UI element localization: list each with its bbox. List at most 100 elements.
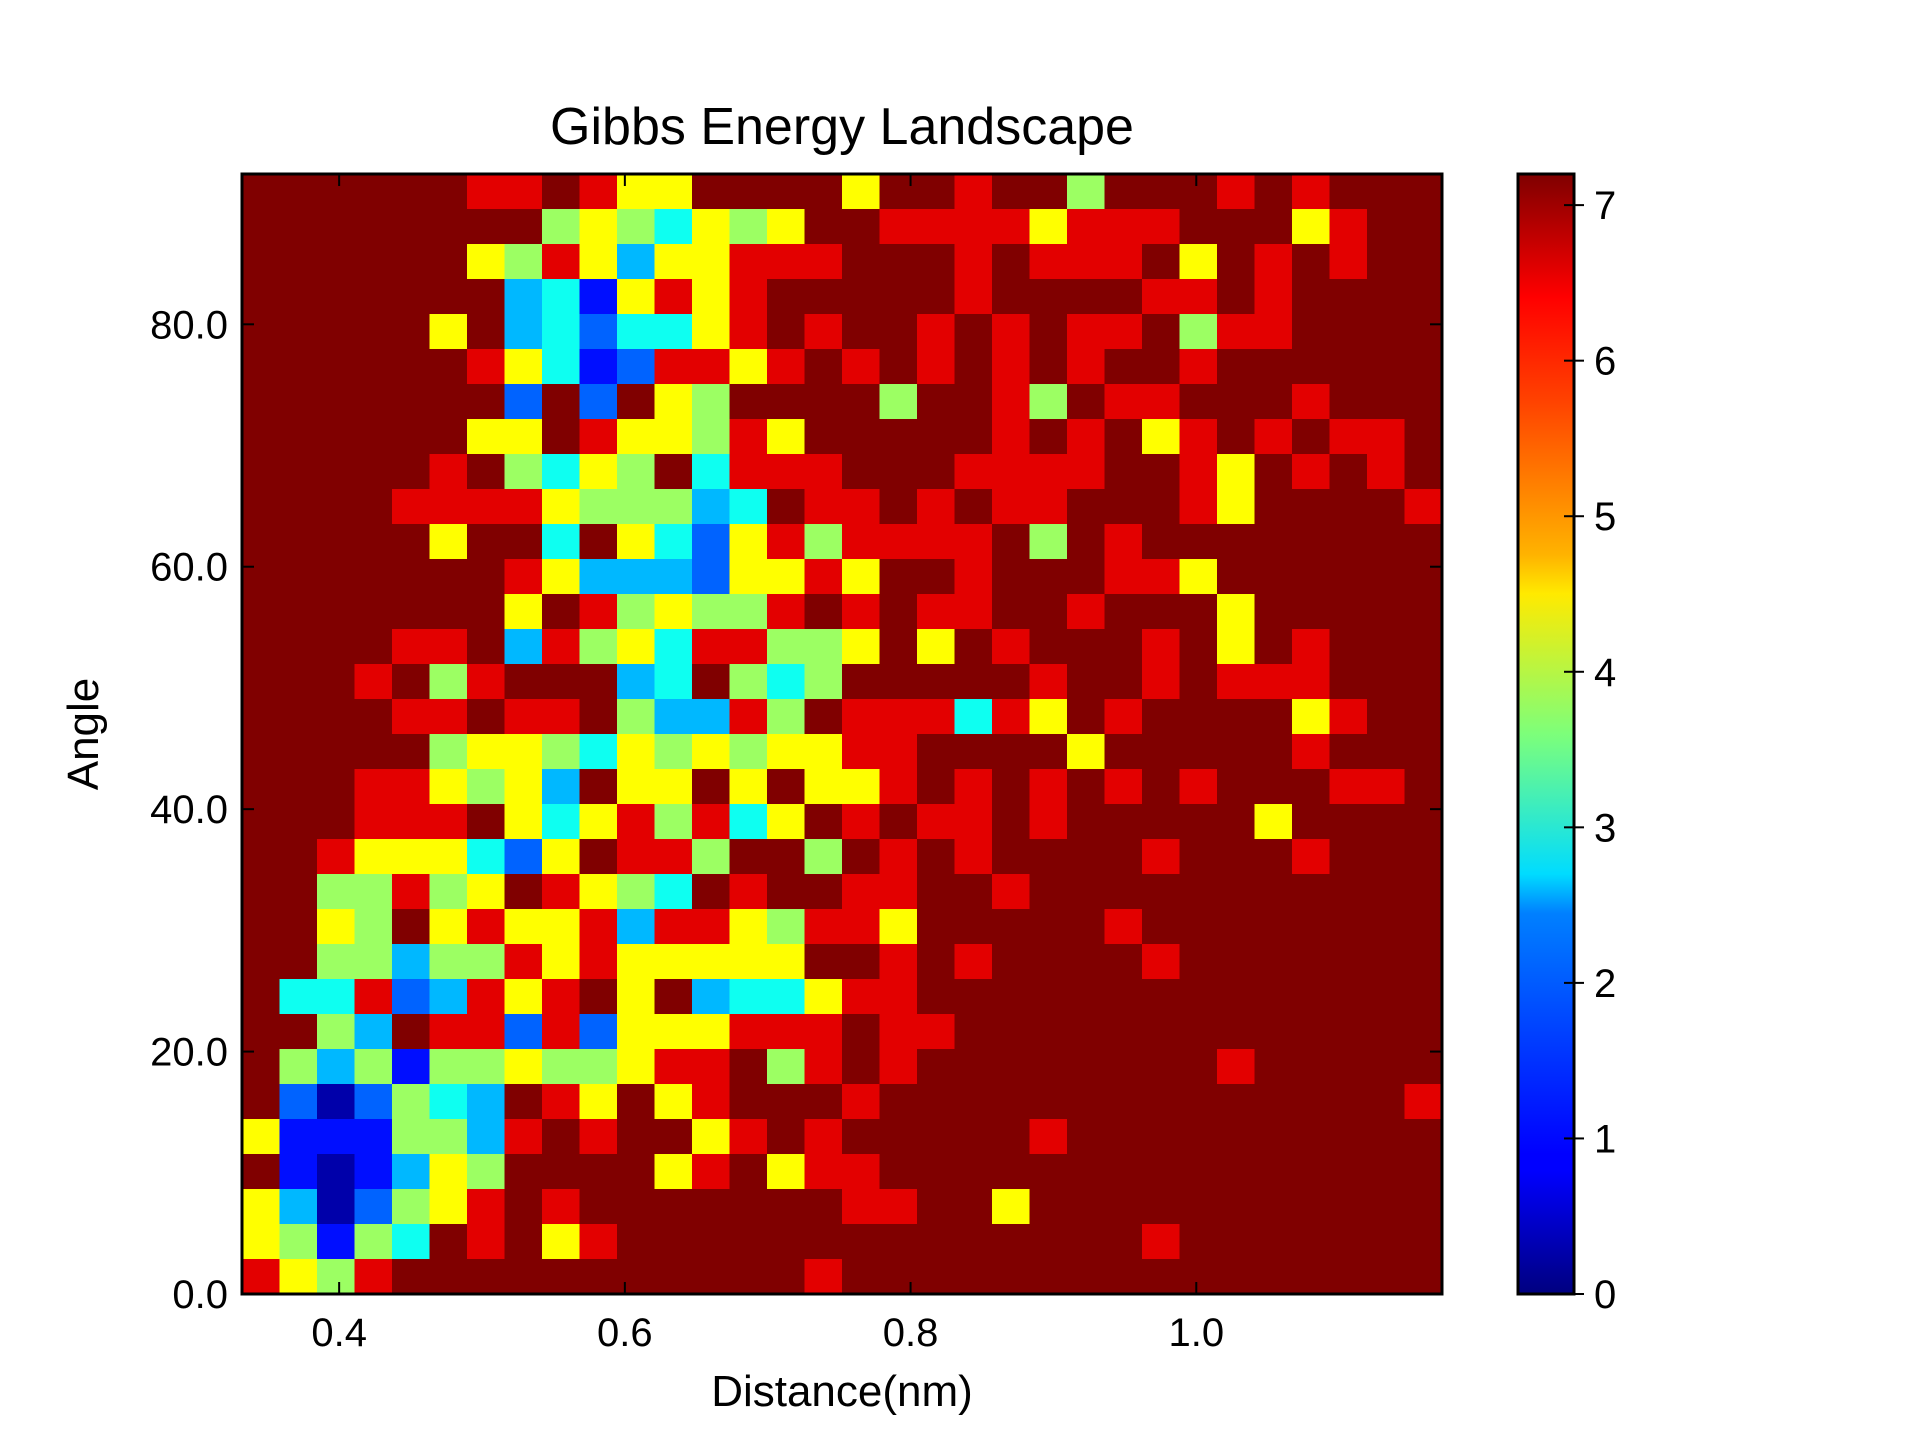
heatmap-cell bbox=[1329, 1119, 1368, 1155]
heatmap-cell bbox=[804, 314, 843, 350]
heatmap-cell bbox=[804, 804, 843, 840]
heatmap-cell bbox=[1029, 804, 1068, 840]
heatmap-cell bbox=[1329, 1154, 1368, 1190]
heatmap-cell bbox=[917, 454, 956, 490]
heatmap-cell bbox=[579, 384, 618, 420]
heatmap-cell bbox=[317, 1084, 356, 1120]
heatmap-cell bbox=[317, 1154, 356, 1190]
heatmap-cell bbox=[354, 979, 393, 1015]
heatmap-cell bbox=[1104, 629, 1143, 665]
heatmap-cell bbox=[429, 629, 468, 665]
heatmap-cell bbox=[992, 244, 1031, 280]
heatmap-cell bbox=[879, 1014, 918, 1050]
heatmap-cell bbox=[917, 979, 956, 1015]
heatmap-cell bbox=[1104, 839, 1143, 875]
heatmap-cell bbox=[654, 349, 693, 385]
heatmap-cell bbox=[467, 419, 506, 455]
heatmap-cell bbox=[842, 944, 881, 980]
heatmap-cell bbox=[1104, 1189, 1143, 1225]
heatmap-cell bbox=[692, 384, 731, 420]
heatmap-cell bbox=[1404, 839, 1442, 875]
heatmap-cell bbox=[654, 1084, 693, 1120]
heatmap-cell bbox=[542, 804, 581, 840]
heatmap-cell bbox=[842, 804, 881, 840]
heatmap-cell bbox=[242, 1119, 281, 1155]
heatmap-cell bbox=[429, 314, 468, 350]
heatmap-cell bbox=[1067, 559, 1106, 595]
heatmap-cell bbox=[317, 314, 356, 350]
heatmap-cell bbox=[767, 419, 806, 455]
heatmap-cell bbox=[429, 174, 468, 210]
heatmap-cell bbox=[1104, 174, 1143, 210]
heatmap-cell bbox=[992, 699, 1031, 735]
heatmap-cell bbox=[879, 594, 918, 630]
heatmap-cell bbox=[804, 1224, 843, 1260]
heatmap-cell bbox=[1292, 349, 1331, 385]
heatmap-cell bbox=[1104, 979, 1143, 1015]
heatmap-cell bbox=[654, 489, 693, 525]
heatmap-cell bbox=[1217, 804, 1256, 840]
heatmap-cell bbox=[917, 839, 956, 875]
heatmap-cell bbox=[842, 1189, 881, 1225]
heatmap-cell bbox=[954, 1259, 993, 1294]
heatmap-cell bbox=[1292, 734, 1331, 770]
heatmap-cell bbox=[504, 734, 543, 770]
heatmap-cell bbox=[1067, 804, 1106, 840]
heatmap-cell bbox=[1142, 524, 1181, 560]
heatmap-cell bbox=[354, 419, 393, 455]
heatmap-cell bbox=[1292, 384, 1331, 420]
heatmap-cell bbox=[1142, 1154, 1181, 1190]
heatmap-cell bbox=[954, 524, 993, 560]
heatmap-cell bbox=[1367, 1224, 1406, 1260]
heatmap-cell bbox=[842, 1084, 881, 1120]
heatmap-cell bbox=[542, 734, 581, 770]
heatmap-cell bbox=[1104, 279, 1143, 315]
heatmap-cell bbox=[392, 244, 431, 280]
heatmap-cell bbox=[279, 594, 318, 630]
heatmap-cell bbox=[1254, 839, 1293, 875]
heatmap-cell bbox=[504, 524, 543, 560]
heatmap-cell bbox=[729, 944, 768, 980]
heatmap-cell bbox=[1142, 979, 1181, 1015]
heatmap-cell bbox=[1179, 734, 1218, 770]
heatmap-cell bbox=[992, 559, 1031, 595]
heatmap-cell bbox=[579, 1084, 618, 1120]
heatmap-cell bbox=[954, 804, 993, 840]
heatmap-cell bbox=[1404, 874, 1442, 910]
heatmap-cell bbox=[1029, 874, 1068, 910]
heatmap-cell bbox=[654, 664, 693, 700]
heatmap-cell bbox=[242, 594, 281, 630]
heatmap-cell bbox=[1179, 1259, 1218, 1294]
heatmap-cell bbox=[1292, 874, 1331, 910]
heatmap-cell bbox=[1067, 909, 1106, 945]
heatmap-cell bbox=[1404, 419, 1442, 455]
heatmap-cell bbox=[879, 489, 918, 525]
heatmap-cell bbox=[279, 349, 318, 385]
heatmap-cell bbox=[917, 489, 956, 525]
heatmap-cell bbox=[392, 734, 431, 770]
heatmap-cell bbox=[392, 1084, 431, 1120]
heatmap-cell bbox=[617, 1084, 656, 1120]
heatmap-cell bbox=[354, 664, 393, 700]
heatmap-cell bbox=[1404, 1189, 1442, 1225]
heatmap-cell bbox=[654, 244, 693, 280]
heatmap-cell bbox=[1367, 664, 1406, 700]
heatmap-cell bbox=[579, 664, 618, 700]
heatmap-cell bbox=[429, 419, 468, 455]
heatmap-cell bbox=[1292, 314, 1331, 350]
heatmap-cell bbox=[317, 874, 356, 910]
heatmap-cell bbox=[1067, 454, 1106, 490]
heatmap-cell bbox=[842, 349, 881, 385]
heatmap-cell bbox=[1067, 1119, 1106, 1155]
heatmap-cell bbox=[1179, 209, 1218, 245]
heatmap-cell bbox=[1179, 769, 1218, 805]
heatmap-cell bbox=[467, 839, 506, 875]
heatmap-cell bbox=[1404, 699, 1442, 735]
heatmap-cell bbox=[429, 1084, 468, 1120]
y-tick-label: 60.0 bbox=[150, 546, 228, 590]
heatmap-cell bbox=[242, 454, 281, 490]
heatmap-cell bbox=[242, 839, 281, 875]
heatmap-cell bbox=[1329, 1049, 1368, 1085]
heatmap-cell bbox=[467, 209, 506, 245]
heatmap-cell bbox=[242, 1189, 281, 1225]
